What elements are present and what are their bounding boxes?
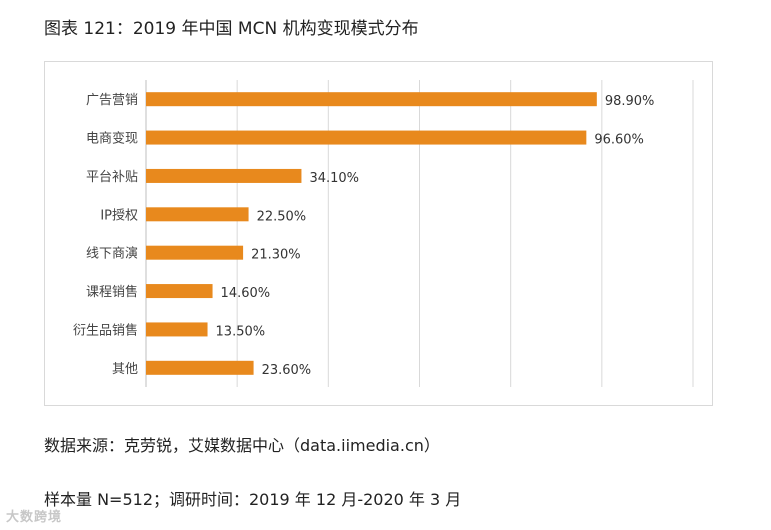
- bar: [146, 207, 249, 222]
- bar: [146, 360, 254, 375]
- value-label: 21.30%: [251, 248, 301, 263]
- category-label: 课程销售: [86, 284, 138, 300]
- value-label: 34.10%: [309, 171, 359, 186]
- category-label: 广告营销: [86, 93, 138, 108]
- value-label: 23.60%: [262, 363, 312, 378]
- bar: [146, 130, 587, 145]
- category-label: 线下商演: [86, 246, 138, 262]
- value-label: 22.50%: [257, 209, 307, 224]
- category-label: 电商变现: [86, 131, 138, 147]
- value-label: 14.60%: [221, 286, 271, 301]
- bar: [146, 284, 213, 299]
- chart-title: 图表 121：2019 年中国 MCN 机构变现模式分布: [44, 19, 419, 39]
- data-source: 数据来源：克劳锐，艾媒数据中心（data.iimedia.cn）: [44, 436, 440, 455]
- sample-info: 样本量 N=512；调研时间：2019 年 12 月-2020 年 3 月: [44, 490, 462, 509]
- gridlines: [145, 80, 694, 387]
- bars: [146, 92, 597, 375]
- category-label: IP授权: [100, 207, 138, 223]
- bar: [146, 168, 302, 183]
- value-labels: 98.90% 96.60% 34.10% 22.50% 21.30% 14.60% 13.5…: [216, 94, 655, 378]
- watermark-logo: 大数跨境: [6, 510, 63, 525]
- bar: [146, 322, 208, 337]
- value-label: 98.90%: [605, 94, 655, 109]
- bar: [146, 245, 244, 260]
- category-label: 平台补贴: [86, 170, 138, 185]
- value-label: 13.50%: [216, 324, 266, 339]
- category-label: 其他: [112, 362, 138, 377]
- value-label: 96.60%: [594, 133, 644, 148]
- chart-frame: 广告营销电商变现平台补贴 IP授权线下商演课程销售衍生品销售其他 98.90% 96…: [44, 61, 713, 406]
- bar: [146, 92, 597, 107]
- category-label: 衍生品销售: [73, 322, 138, 338]
